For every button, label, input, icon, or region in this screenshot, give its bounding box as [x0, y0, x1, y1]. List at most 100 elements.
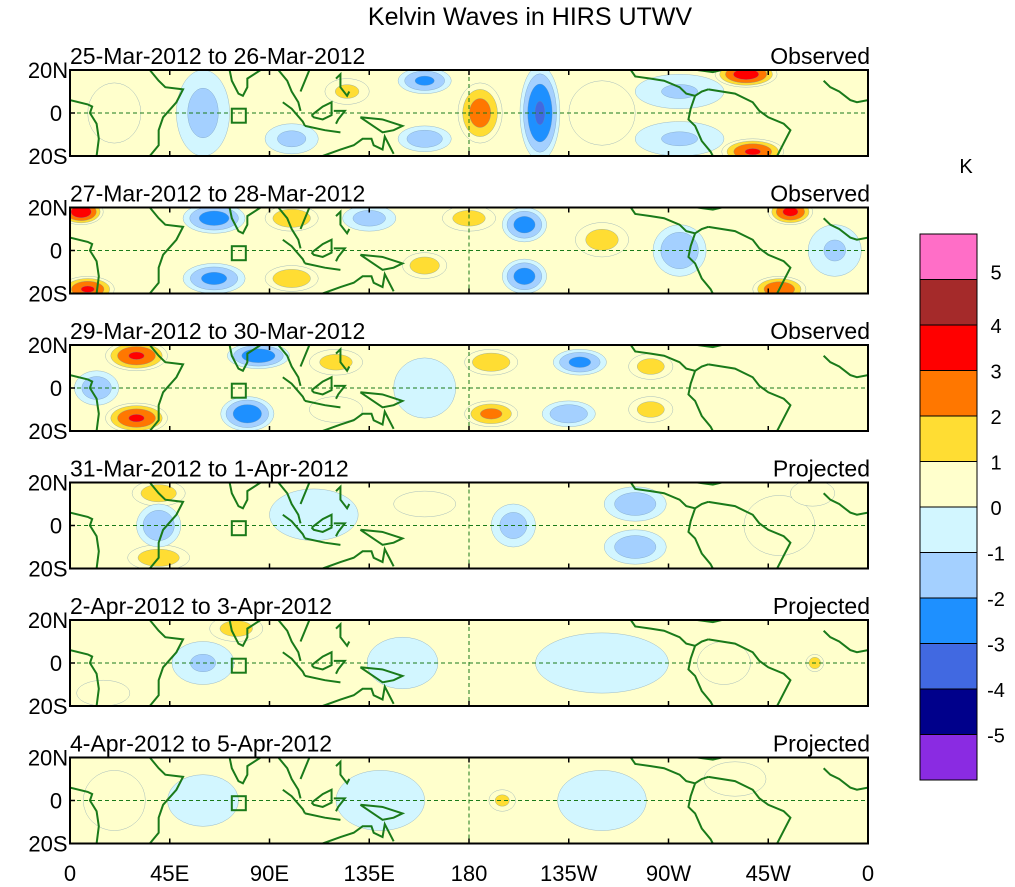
coastline-12 — [322, 821, 395, 844]
y-tick-label: 0 — [50, 789, 62, 814]
anomaly-band-10-3 — [568, 356, 591, 368]
y-tick-label: 20N — [28, 196, 68, 221]
panel-period-label: 25-Mar-2012 to 26-Mar-2012 — [70, 43, 365, 69]
anomaly-band-6-1 — [703, 761, 767, 797]
panel-field — [70, 345, 868, 431]
panel-5: 20N 0 20S 2-Apr-2012 to 3-Apr-2012 Projected — [28, 593, 870, 719]
coastline-5 — [299, 70, 311, 92]
coastline-6 — [282, 376, 306, 402]
coastline-17 — [822, 80, 868, 104]
anomaly-band-2-3 — [414, 75, 435, 86]
coastline-11 — [335, 346, 351, 373]
coastline-5 — [299, 620, 311, 642]
colorbar-label: 1 — [990, 453, 1001, 475]
x-tick-label: 135W — [540, 861, 598, 886]
coastline-12 — [322, 683, 395, 706]
panel-4: 20N 0 20S 31-Mar-2012 to 1-Apr-2012 Projecte… — [28, 456, 870, 582]
panel-1: 20N 0 20S 25-Mar-2012 to 26-Mar-2012 Observe… — [28, 43, 870, 169]
coastline-10 — [359, 116, 406, 134]
panel-field — [70, 207, 868, 294]
y-tick-label: 20S — [28, 694, 67, 719]
y-tick-label: 20N — [28, 471, 68, 496]
colorbar-label: 3 — [990, 362, 1001, 384]
coastline-9 — [333, 247, 347, 262]
coastline-6 — [282, 513, 306, 539]
panel-field — [70, 482, 868, 569]
colorbar-label: 0 — [990, 498, 1001, 520]
anomaly-band-4-2 — [277, 130, 307, 147]
coastline-17 — [822, 492, 868, 516]
coastline-5 — [299, 207, 311, 230]
coastline-6 — [282, 788, 306, 814]
coastline-3 — [228, 207, 262, 235]
y-tick-label: 20S — [28, 282, 67, 307]
coastline-5 — [299, 345, 311, 367]
colorbar-label: -2 — [987, 589, 1005, 611]
y-tick-label: 0 — [50, 651, 62, 676]
anomaly-band-13-2 — [637, 401, 665, 418]
coastline-14 — [687, 232, 714, 294]
coastline-17 — [822, 355, 868, 379]
y-tick-label: 0 — [50, 376, 62, 401]
anomaly-band-4-3 — [201, 272, 227, 285]
coastline-10 — [359, 666, 406, 684]
coastline-8 — [310, 513, 333, 534]
panels-group: 20N 0 20S 25-Mar-2012 to 26-Mar-2012 Observe… — [28, 43, 870, 857]
anomaly-band-9-1 — [393, 490, 456, 518]
coastline-3 — [228, 70, 262, 98]
y-tick-label: 20N — [28, 608, 68, 633]
region-box — [230, 520, 247, 537]
coastline-2 — [70, 786, 100, 844]
coastline-13 — [629, 70, 709, 97]
coastline-9 — [333, 659, 347, 675]
colorbar-label: 5 — [990, 263, 1001, 285]
coastline-2 — [70, 511, 100, 569]
coastline-4 — [277, 207, 302, 249]
coastline-4 — [277, 70, 302, 112]
panel-field — [70, 757, 868, 844]
colorbar-label: 2 — [990, 407, 1001, 429]
anomaly-band-6-2 — [614, 492, 657, 516]
coastline-2 — [70, 374, 100, 431]
y-tick-label: 20S — [28, 419, 67, 444]
coastline-12 — [322, 133, 395, 156]
colorbar-swatch — [919, 415, 978, 462]
anomaly-band-6-2 — [319, 354, 353, 371]
region-box — [230, 382, 247, 399]
anomaly-band-7-2 — [614, 535, 657, 559]
panel-status-label: Projected — [773, 731, 870, 757]
panel-status-label: Projected — [773, 593, 870, 619]
coastline-7 — [304, 537, 341, 546]
anomaly-band-14-4 — [782, 207, 799, 217]
x-tick-label: 180 — [451, 861, 488, 886]
coastline-11 — [335, 71, 351, 98]
anomaly-band-1-4 — [128, 351, 145, 360]
coastline-15 — [708, 363, 792, 431]
coastline-7 — [304, 674, 341, 684]
x-tick-label: 135E — [344, 861, 395, 886]
y-tick-label: 20S — [28, 144, 67, 169]
anomaly-band-11-2 — [549, 404, 588, 424]
coastline-15 — [708, 225, 792, 294]
anomaly-band-3-2 — [406, 130, 443, 148]
coastline-15 — [708, 500, 792, 569]
coastline-2 — [70, 236, 100, 294]
anomaly-band-8-2 — [661, 131, 698, 146]
coastline-3 — [228, 482, 262, 510]
anomaly-band-6-2 — [272, 269, 311, 288]
anomaly-band-7-2 — [352, 210, 386, 227]
coastline-13 — [629, 345, 709, 372]
panel-field — [70, 620, 868, 706]
panel-status-label: Projected — [773, 456, 870, 482]
colorbar-swatch — [919, 643, 978, 690]
coastline-8 — [310, 375, 333, 396]
coastline-6 — [282, 651, 306, 677]
region-box — [230, 795, 247, 812]
colorbar-label: 4 — [990, 316, 1001, 338]
coastline-9 — [333, 522, 347, 537]
coastline-11 — [335, 484, 351, 511]
coastline-4 — [277, 345, 302, 387]
anomaly-band-5-3 — [232, 404, 262, 424]
panel-period-label: 2-Apr-2012 to 3-Apr-2012 — [70, 593, 332, 619]
colorbar-swatch — [919, 461, 978, 508]
